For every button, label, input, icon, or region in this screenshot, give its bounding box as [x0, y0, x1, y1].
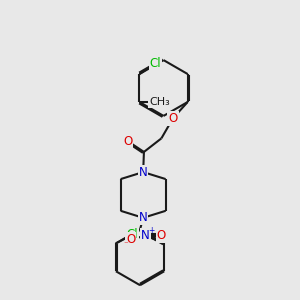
- Text: O: O: [157, 229, 166, 242]
- Text: O: O: [126, 233, 136, 246]
- Text: N: N: [139, 166, 148, 178]
- Text: Cl: Cl: [126, 228, 138, 241]
- Text: +: +: [148, 226, 154, 235]
- Text: Cl: Cl: [150, 57, 161, 70]
- Text: CH₃: CH₃: [149, 97, 170, 107]
- Text: N: N: [139, 211, 148, 224]
- Text: O: O: [123, 135, 132, 148]
- Text: O: O: [168, 112, 178, 125]
- Text: ⁻: ⁻: [123, 240, 128, 249]
- Text: N: N: [141, 229, 150, 242]
